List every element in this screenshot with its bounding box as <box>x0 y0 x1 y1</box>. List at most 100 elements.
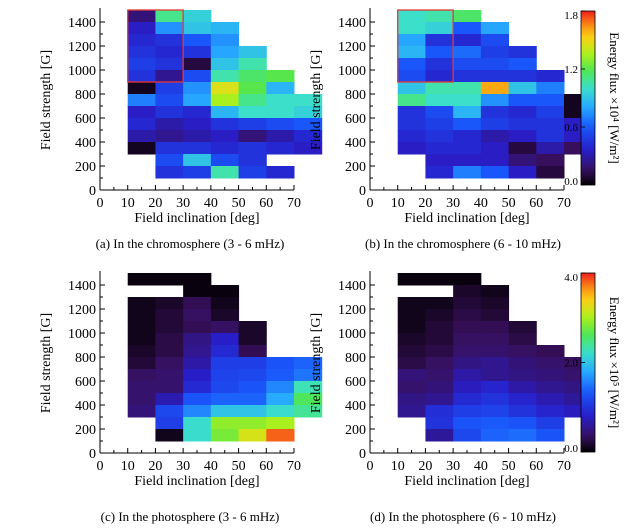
heatmap-cell <box>238 369 267 382</box>
heatmap-cell <box>480 297 510 310</box>
x-axis-title: Field inclination [deg] <box>404 211 529 226</box>
heatmap-cell <box>397 273 426 286</box>
heatmap-cell <box>238 58 267 71</box>
heatmap-cell <box>183 297 212 310</box>
heatmap-cell <box>453 70 482 83</box>
x-tick-label: 40 <box>204 196 218 211</box>
heatmap-cell <box>155 381 184 394</box>
heatmap-cell <box>294 94 323 107</box>
y-axis-title: Field strength [G] <box>39 313 54 413</box>
heatmap-cell <box>425 393 454 406</box>
y-tick-label: 1200 <box>68 40 96 55</box>
heatmap-cell <box>480 70 510 83</box>
x-tick-label: 60 <box>259 459 273 474</box>
colorbar-tick-label: 1.2 <box>564 64 578 76</box>
heatmap-cell <box>508 82 537 95</box>
heatmap-cell <box>536 429 565 442</box>
heatmap-cell <box>127 357 156 370</box>
heatmap-cell <box>453 94 482 107</box>
heatmap-cell <box>453 417 482 430</box>
y-tick-label: 0 <box>359 184 366 199</box>
panel-caption: (d) In the photosphere (6 - 10 mHz) <box>370 509 556 524</box>
y-tick-label: 600 <box>345 375 366 390</box>
heatmap-cell <box>127 273 156 286</box>
heatmap-cell <box>266 393 295 406</box>
heatmap-cell <box>183 166 212 179</box>
y-tick-label: 1400 <box>68 279 96 294</box>
heatmap-cell <box>127 70 156 83</box>
heatmap-cell <box>508 70 537 83</box>
heatmap-cell <box>238 130 267 143</box>
heatmap-cell <box>210 166 240 179</box>
heatmap-cell <box>480 429 510 442</box>
heatmap-cell <box>425 34 454 47</box>
y-tick-label: 800 <box>75 351 96 366</box>
heatmap-cell <box>425 106 454 119</box>
heatmap-cell <box>155 154 184 167</box>
y-axis-title: Field strength [G] <box>39 50 54 150</box>
colorbar-tick-label: 4.0 <box>564 272 578 284</box>
heatmap-cell <box>127 58 156 71</box>
heatmap-cell <box>453 106 482 119</box>
heatmap-cell <box>183 46 212 59</box>
heatmap-cell <box>425 381 454 394</box>
y-tick-label: 1000 <box>338 64 366 79</box>
heatmap-cell <box>480 82 510 95</box>
x-axis-title: Field inclination [deg] <box>134 474 259 489</box>
heatmap-cell <box>508 321 537 334</box>
heatmap-cell <box>183 273 212 286</box>
heatmap-cell <box>266 381 295 394</box>
colorbar-title: Energy flux ×10⁵ [W/m²] <box>607 297 622 428</box>
heatmap-cell <box>508 166 537 179</box>
heatmap-cell <box>453 82 482 95</box>
x-tick-label: 40 <box>474 459 488 474</box>
heatmap-cell <box>536 405 565 418</box>
heatmap-cell <box>183 345 212 358</box>
heatmap-cell <box>155 309 184 322</box>
heatmap-cell <box>127 82 156 95</box>
heatmap-cell <box>425 70 454 83</box>
heatmap-cell <box>508 393 537 406</box>
heatmap-cell <box>453 345 482 358</box>
x-tick-label: 40 <box>204 459 218 474</box>
heatmap-cell <box>425 405 454 418</box>
heatmap-cell <box>425 297 454 310</box>
y-tick-label: 200 <box>75 160 96 175</box>
heatmap-cell <box>397 10 426 23</box>
x-tick-label: 50 <box>502 196 516 211</box>
heatmap-cell <box>210 82 240 95</box>
x-tick-label: 30 <box>446 196 460 211</box>
heatmap-cell <box>453 393 482 406</box>
heatmap-cell <box>183 321 212 334</box>
heatmap-cell <box>453 405 482 418</box>
heatmap-cell <box>453 285 482 298</box>
x-tick-label: 70 <box>287 196 301 211</box>
heatmap-cell <box>397 333 426 346</box>
heatmap-cell <box>536 345 565 358</box>
x-tick-label: 60 <box>529 196 543 211</box>
x-tick-label: 10 <box>391 196 405 211</box>
heatmap-cell <box>127 118 156 131</box>
heatmap-cell <box>266 357 295 370</box>
heatmap-cell <box>210 70 240 83</box>
heatmap-cell <box>397 58 426 71</box>
heatmap-cell <box>425 321 454 334</box>
heatmap-cell <box>480 106 510 119</box>
colorbar-tick-label: 0.6 <box>564 122 578 134</box>
y-tick-label: 600 <box>75 375 96 390</box>
heatmap-cell <box>294 130 323 143</box>
heatmap-cell <box>397 118 426 131</box>
heatmap-cell <box>294 381 323 394</box>
heatmap-cell <box>397 82 426 95</box>
heatmap-cell <box>210 321 240 334</box>
heatmap-cell <box>453 22 482 35</box>
heatmap-cell <box>155 70 184 83</box>
heatmap-cell <box>155 142 184 155</box>
heatmap-cell <box>425 118 454 131</box>
heatmap-cell <box>183 429 212 442</box>
heatmap-cell <box>536 154 565 167</box>
heatmap-cell <box>210 142 240 155</box>
heatmap-cell <box>183 94 212 107</box>
colorbar-title: Energy flux ×10⁴ [W/m²] <box>607 32 622 163</box>
